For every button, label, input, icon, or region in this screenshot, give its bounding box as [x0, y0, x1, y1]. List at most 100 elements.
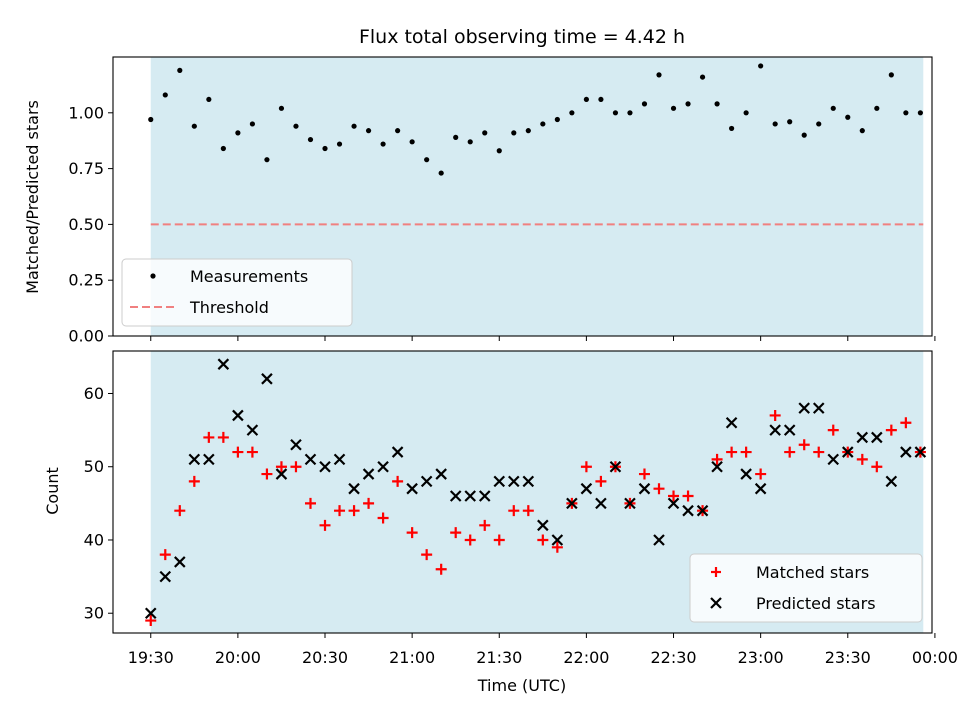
count-legend: Matched stars Predicted stars	[689, 553, 923, 623]
predicted-star-point	[900, 446, 912, 458]
measurement-point	[511, 130, 517, 136]
ratio-y-tick-label: 0.00	[68, 327, 104, 346]
ratio-panel: Flux total observing time = 4.42 h 0.000…	[23, 26, 936, 346]
matched-star-point	[522, 505, 534, 517]
predicted-star-point	[914, 446, 927, 458]
matched-star-point	[464, 534, 476, 546]
matched-star-point	[769, 409, 781, 421]
measurement-point	[336, 141, 343, 147]
count-axes-frame	[112, 350, 933, 634]
matched-star-point	[784, 446, 796, 458]
matched-star-point	[377, 512, 389, 524]
matched-star-point	[334, 505, 346, 517]
measurement-point	[641, 101, 648, 107]
predicted-star-point	[798, 402, 810, 414]
measurement-point	[801, 132, 807, 138]
measurement-point	[409, 139, 415, 145]
predicted-star-point	[667, 497, 680, 510]
matched-star-point	[856, 453, 868, 465]
predicted-star-point	[319, 460, 331, 473]
measurement-point	[917, 110, 923, 116]
measurement-point	[554, 116, 560, 123]
predicted-star-point	[551, 534, 564, 546]
ratio-axes-frame	[112, 56, 933, 337]
x-tick-label: 21:30	[476, 648, 522, 667]
measurement-point	[612, 110, 619, 116]
measurement-point	[395, 128, 401, 134]
predicted-star-point	[261, 373, 273, 385]
predicted-star-point	[522, 475, 535, 488]
matched-star-point	[406, 527, 418, 539]
matched-star-point	[203, 431, 215, 443]
predicted-star-point	[435, 468, 447, 480]
measurement-point	[496, 148, 502, 154]
predicted-star-point	[856, 431, 869, 444]
matched-star-point	[217, 431, 229, 443]
measurement-point	[816, 121, 822, 127]
predicted-star-point	[159, 570, 172, 583]
chart-title: Flux total observing time = 4.42 h	[359, 26, 685, 48]
x-tick-label: 20:30	[302, 648, 348, 667]
predicted-star-point	[464, 490, 477, 502]
measurement-point	[264, 157, 270, 163]
matched-star-point	[740, 446, 752, 458]
x-tick-label: 22:30	[650, 648, 696, 667]
predicted-star-point	[871, 431, 883, 444]
predicted-star-point	[696, 504, 709, 517]
predicted-star-point	[841, 446, 854, 458]
predicted-star-point	[348, 482, 360, 495]
matched-star-point	[668, 490, 680, 502]
legend-threshold-label: Threshold	[189, 298, 269, 317]
matched-star-point	[885, 424, 897, 436]
predicted-star-point	[377, 460, 389, 473]
measurement-point	[859, 128, 865, 134]
count-y-tick-label: 30	[84, 604, 104, 623]
matched-star-point	[261, 468, 273, 480]
matched-star-point	[145, 615, 157, 627]
predicted-star-point	[290, 438, 302, 451]
measurement-point	[467, 139, 473, 145]
matched-star-point	[290, 461, 302, 473]
measurement-point	[670, 105, 677, 111]
matched-star-point	[711, 453, 723, 465]
predicted-star-point	[740, 468, 752, 480]
legend-measurement-marker	[150, 273, 156, 279]
predicted-star-point	[304, 453, 317, 466]
predicted-star-point	[595, 497, 607, 510]
matched-star-point	[450, 527, 462, 539]
predicted-star-point	[188, 453, 201, 466]
matched-star-point	[421, 549, 433, 561]
matched-star-point	[682, 490, 694, 502]
measurement-point	[365, 128, 372, 134]
predicted-star-point	[682, 504, 694, 517]
predicted-star-point	[420, 475, 433, 488]
ratio-x-ticks	[150, 336, 936, 341]
predicted-star-point	[711, 460, 723, 473]
count-y-ticks: 30 40 50 60	[84, 384, 113, 623]
count-y-tick-label: 60	[84, 384, 104, 403]
predicted-star-point	[885, 475, 898, 488]
measurement-point	[845, 114, 851, 120]
predicted-star-point	[217, 358, 230, 370]
measurement-point	[540, 121, 546, 127]
matched-star-point	[813, 446, 825, 458]
predicted-star-point	[406, 482, 418, 495]
predicted-star-point	[203, 453, 215, 466]
predicted-star-point	[333, 453, 346, 466]
measurement-point	[206, 96, 212, 103]
matched-star-point	[392, 475, 404, 487]
predicted-star-point	[362, 468, 375, 480]
predicted-star-point	[609, 460, 622, 473]
ratio-y-ticks: 0.00 0.25 0.50 0.75 1.00	[68, 103, 113, 346]
predicted-star-point	[769, 424, 781, 436]
matched-star-point	[479, 519, 491, 531]
count-y-axis-label: Count	[43, 467, 62, 515]
measurement-point	[699, 74, 706, 80]
matched-star-point	[827, 424, 839, 436]
count-y-tick-label: 50	[84, 457, 104, 476]
measurement-point	[729, 125, 735, 132]
matched-star-point	[348, 505, 360, 517]
measurement-point	[888, 72, 894, 78]
measurement-points	[148, 63, 923, 176]
predicted-star-point	[232, 409, 244, 422]
